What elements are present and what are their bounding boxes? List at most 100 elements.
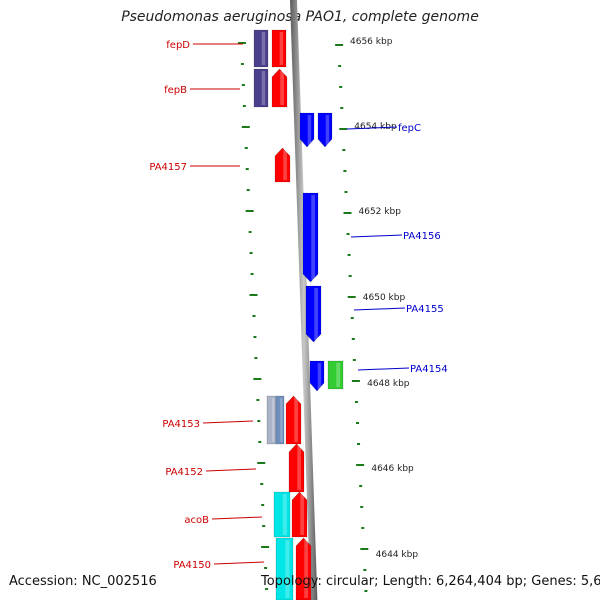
left-ring-tick (264, 567, 268, 569)
topology-label: Topology: circular; Length: 6,264,404 bp… (261, 574, 600, 589)
left-ring-tick (240, 63, 244, 65)
gene-PA4153-steel-highlight (280, 398, 283, 442)
gene-fepD-red (271, 29, 287, 68)
gene-acoB (291, 491, 308, 538)
gene-PA4150-cyan (275, 537, 294, 600)
gene-label-acoB: acoB (184, 515, 209, 526)
scale-label: 4644 kbp (376, 550, 419, 560)
left-ring-tick (237, 42, 246, 44)
gene-PA4156 (302, 192, 319, 283)
gene-PA4150-cyan-highlight (285, 540, 290, 598)
gene-PA4154-blue (309, 360, 325, 392)
gene-PA4154-green-highlight (336, 363, 340, 387)
left-ring-tick (260, 483, 264, 485)
scale-label: 4654 kbp (354, 122, 397, 132)
gene-PA4153-gray-highlight (271, 398, 275, 442)
gene-PA4156-highlight (311, 195, 315, 280)
gene-PA4154-blue-highlight (317, 363, 322, 389)
left-ring-tick (262, 525, 266, 527)
gene-label-PA4150: PA4150 (173, 560, 211, 571)
right-ring-tick (348, 275, 352, 277)
gene-fepD-navy (253, 29, 269, 68)
gene-PA4152 (288, 443, 305, 493)
right-ring-tick (339, 86, 343, 88)
gene-label-PA4153: PA4153 (162, 419, 200, 430)
left-ring-tick (241, 126, 250, 128)
gene-PA4155 (305, 285, 322, 343)
gene-PA4157 (274, 147, 291, 183)
left-ring-tick (253, 378, 262, 380)
gene-label-PA4156: PA4156 (403, 231, 441, 242)
gene-PA4155-highlight (314, 288, 318, 340)
left-ring-tick (241, 84, 245, 86)
gene-PA4154-green (327, 360, 344, 390)
gene-fepB (271, 68, 288, 108)
gene-PA4153-highlight (294, 398, 298, 442)
gene-label-PA4155: PA4155 (406, 304, 444, 315)
scale-label: 4652 kbp (359, 207, 402, 217)
gene-label-PA4152: PA4152 (165, 467, 203, 478)
right-ring-tick (354, 401, 358, 403)
gene-fepB-navy-highlight (261, 71, 266, 105)
left-ring-tick (245, 168, 249, 170)
right-ring-tick (351, 338, 355, 340)
right-ring-tick (356, 422, 359, 424)
left-ring-tick (249, 294, 258, 296)
right-ring-tick (350, 317, 354, 319)
gene-label-fepB: fepB (164, 85, 187, 96)
scale-label: 4650 kbp (363, 293, 406, 303)
gene-fepC-1-highlight (307, 115, 312, 145)
left-ring-tick (256, 399, 260, 401)
left-ring-tick (252, 315, 256, 317)
page-title: Pseudomonas aeruginosa PAO1, complete ge… (121, 9, 479, 25)
right-ring-tick (340, 107, 344, 109)
gene-fepC-2-highlight (325, 115, 330, 145)
right-ring-tick (347, 254, 351, 256)
scale-label: 4656 kbp (350, 37, 393, 47)
left-ring-tick (257, 420, 261, 422)
right-ring-tick (351, 380, 360, 382)
left-ring-tick (258, 441, 262, 443)
gene-PA4153 (285, 395, 302, 445)
gene-PA4152-highlight (297, 446, 301, 490)
right-ring-tick (342, 149, 346, 151)
scale-label: 4648 kbp (367, 379, 410, 389)
left-ring-tick (261, 504, 265, 506)
right-ring-tick (343, 170, 347, 172)
right-ring-tick (356, 464, 365, 466)
left-ring-tick (249, 252, 253, 254)
gene-acoB-cyan (273, 491, 291, 538)
genome-backbone (290, 0, 318, 600)
right-ring-tick (339, 128, 348, 130)
right-ring-tick (347, 296, 356, 298)
right-ring-tick (361, 527, 365, 529)
gene-PA4150 (295, 537, 312, 600)
right-ring-tick (343, 212, 352, 214)
gene-fepB-navy (253, 68, 269, 108)
right-ring-tick (363, 569, 367, 571)
gene-label-fepD: fepD (166, 40, 190, 51)
left-ring-tick (248, 231, 252, 233)
right-ring-tick (335, 44, 344, 46)
left-ring-tick (261, 546, 270, 548)
right-ring-tick (352, 359, 356, 361)
gene-label-fepC: fepC (398, 123, 421, 134)
gene-fepD-red-highlight (279, 32, 284, 65)
gene-PA4157-highlight (283, 150, 287, 180)
left-ring-tick (257, 462, 266, 464)
gene-fepC-1 (299, 112, 315, 148)
leader-line-PA4152 (205, 468, 257, 472)
gene-fepC-2 (317, 112, 333, 148)
leader-line-PA4156 (350, 234, 403, 238)
left-ring-tick (254, 357, 258, 359)
gene-PA4153-steel (275, 395, 285, 445)
left-ring-tick (244, 147, 248, 149)
gene-fepB-highlight (280, 71, 284, 105)
right-ring-tick (357, 443, 361, 445)
left-ring-tick (245, 210, 254, 212)
leader-line-PA4153 (202, 420, 254, 424)
gene-PA4153-gray (266, 395, 277, 445)
right-ring-tick (360, 548, 369, 550)
